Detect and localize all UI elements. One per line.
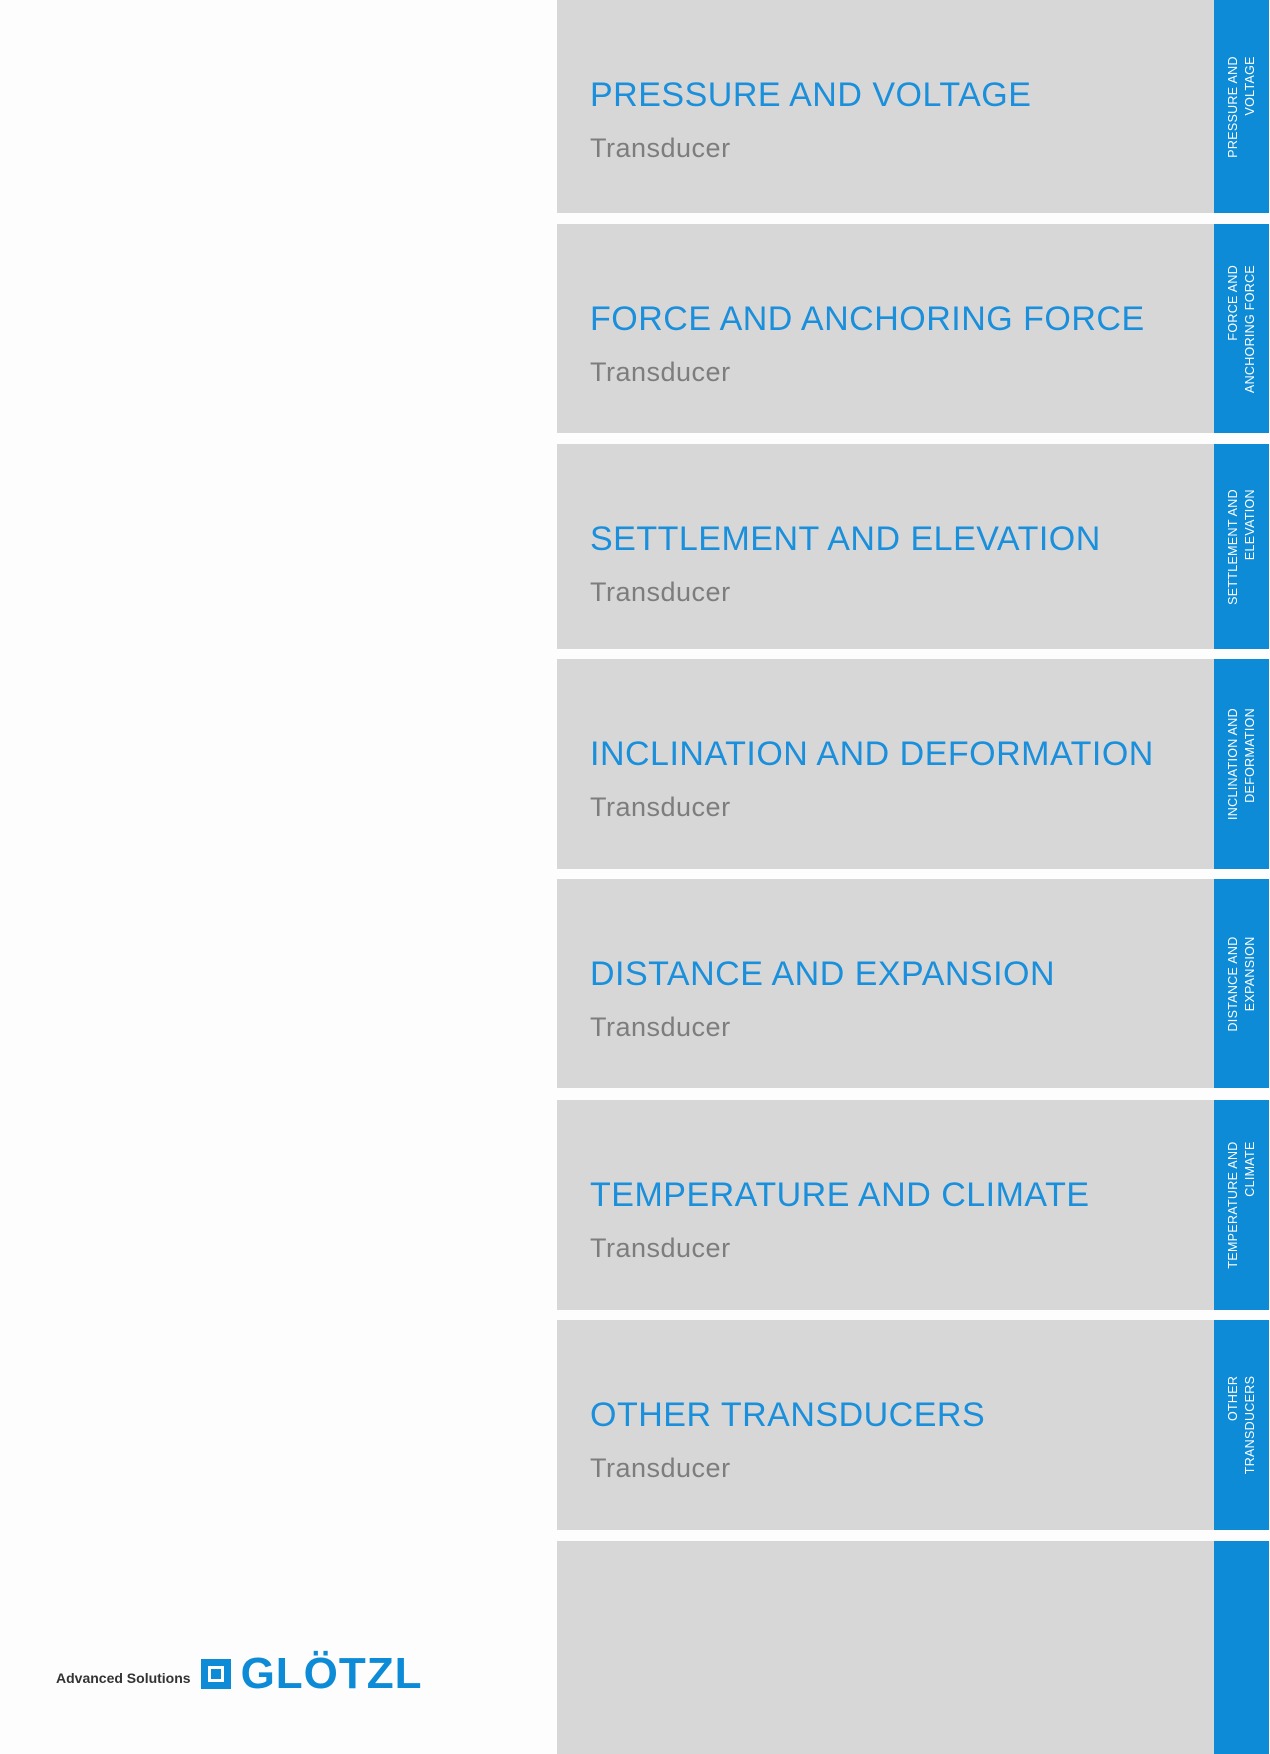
section-panel[interactable]: FORCE AND ANCHORING FORCE Transducer bbox=[557, 224, 1214, 433]
section-tab[interactable]: TEMPERATURE AND CLIMATE bbox=[1214, 1100, 1269, 1310]
logo-brand: GLÖTZL bbox=[240, 1649, 423, 1698]
section-title: PRESSURE AND VOLTAGE bbox=[590, 76, 1032, 114]
logo-tagline: Advanced Solutions bbox=[56, 1670, 191, 1686]
section-tab[interactable]: INCLINATION AND DEFORMATION bbox=[1214, 659, 1269, 869]
empty-tab bbox=[1214, 1541, 1269, 1754]
section-subtitle: Transducer bbox=[590, 577, 731, 607]
section-subtitle: Transducer bbox=[590, 357, 731, 387]
tab-label: INCLINATION AND DEFORMATION bbox=[1225, 708, 1257, 820]
section-tab[interactable]: DISTANCE AND EXPANSION bbox=[1214, 879, 1269, 1088]
section-tab[interactable]: SETTLEMENT AND ELEVATION bbox=[1214, 444, 1269, 649]
tab-label: DISTANCE AND EXPANSION bbox=[1225, 935, 1257, 1032]
section-subtitle: Transducer bbox=[590, 1453, 731, 1483]
section-title: DISTANCE AND EXPANSION bbox=[590, 955, 1056, 993]
tab-label: FORCE AND ANCHORING FORCE bbox=[1225, 264, 1257, 393]
tab-label: OTHER TRANSDUCERS bbox=[1225, 1375, 1257, 1475]
glotzl-logo: Advanced Solutions GLÖTZL bbox=[56, 1649, 423, 1698]
section-panel[interactable]: PRESSURE AND VOLTAGE Transducer bbox=[557, 0, 1214, 213]
section-panel[interactable]: OTHER TRANSDUCERS Transducer bbox=[557, 1320, 1214, 1530]
tab-label: SETTLEMENT AND ELEVATION bbox=[1225, 488, 1257, 605]
section-title: INCLINATION AND DEFORMATION bbox=[590, 735, 1154, 773]
section-tab[interactable]: PRESSURE AND VOLTAGE bbox=[1214, 0, 1269, 213]
section-subtitle: Transducer bbox=[590, 1233, 731, 1263]
logo-mark-icon bbox=[200, 1659, 231, 1689]
section-tab[interactable]: OTHER TRANSDUCERS bbox=[1214, 1320, 1269, 1530]
section-subtitle: Transducer bbox=[590, 792, 731, 822]
section-panel[interactable]: INCLINATION AND DEFORMATION Transducer bbox=[557, 659, 1214, 869]
section-subtitle: Transducer bbox=[590, 133, 731, 163]
section-title: SETTLEMENT AND ELEVATION bbox=[590, 520, 1101, 558]
section-subtitle: Transducer bbox=[590, 1012, 731, 1042]
tab-label: TEMPERATURE AND CLIMATE bbox=[1225, 1141, 1257, 1269]
section-title: FORCE AND ANCHORING FORCE bbox=[590, 300, 1145, 338]
section-panel[interactable]: DISTANCE AND EXPANSION Transducer bbox=[557, 879, 1214, 1088]
section-tab[interactable]: FORCE AND ANCHORING FORCE bbox=[1214, 224, 1269, 433]
section-title: TEMPERATURE AND CLIMATE bbox=[590, 1176, 1090, 1214]
section-title: OTHER TRANSDUCERS bbox=[590, 1396, 986, 1434]
section-panel[interactable]: TEMPERATURE AND CLIMATE Transducer bbox=[557, 1100, 1214, 1310]
empty-panel bbox=[557, 1541, 1214, 1754]
tab-label: PRESSURE AND VOLTAGE bbox=[1225, 55, 1257, 158]
section-panel[interactable]: SETTLEMENT AND ELEVATION Transducer bbox=[557, 444, 1214, 649]
